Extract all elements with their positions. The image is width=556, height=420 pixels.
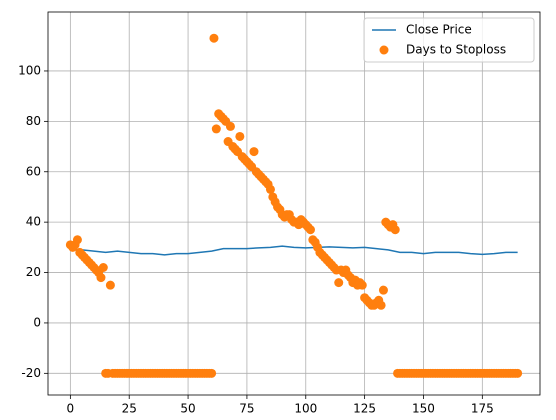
y-tick-label: 20 bbox=[26, 265, 41, 279]
x-tick-label: 125 bbox=[353, 402, 376, 416]
scatter-point bbox=[390, 225, 400, 235]
x-tick-label: 150 bbox=[412, 402, 435, 416]
legend-marker bbox=[379, 45, 389, 55]
scatter-point bbox=[265, 184, 275, 194]
scatter-point bbox=[249, 147, 259, 157]
y-tick-label: 40 bbox=[26, 215, 41, 229]
plot-frame bbox=[47, 11, 541, 396]
legend-label: Close Price bbox=[406, 23, 472, 37]
scatter-point bbox=[235, 131, 245, 141]
scatter-point bbox=[209, 33, 219, 43]
y-tick-label: 100 bbox=[18, 63, 41, 77]
y-tick-label: -20 bbox=[21, 366, 41, 380]
scatter-point bbox=[334, 278, 344, 288]
scatter-point bbox=[225, 121, 235, 131]
x-tick-label: 75 bbox=[239, 402, 254, 416]
price-line bbox=[70, 245, 518, 256]
scatter-point bbox=[207, 368, 217, 378]
scatter-point bbox=[96, 273, 106, 283]
x-tick-label: 25 bbox=[122, 402, 137, 416]
scatter-point bbox=[72, 235, 82, 245]
scatter-point bbox=[378, 285, 388, 295]
y-tick-label: 60 bbox=[26, 164, 41, 178]
x-tick-label: 175 bbox=[471, 402, 494, 416]
scatter-point bbox=[105, 280, 115, 290]
scatter-point bbox=[513, 368, 523, 378]
scatter-point bbox=[98, 263, 108, 273]
x-tick-label: 50 bbox=[180, 402, 195, 416]
y-tick-label: 0 bbox=[33, 315, 41, 329]
scatter-point bbox=[357, 280, 367, 290]
x-tick-label: 0 bbox=[67, 402, 75, 416]
legend-box bbox=[363, 17, 535, 63]
scatter-point bbox=[305, 225, 315, 235]
legend-label: Days to Stoploss bbox=[406, 43, 506, 57]
x-tick-label: 100 bbox=[294, 402, 317, 416]
scatter-point bbox=[376, 300, 386, 310]
scatter-point bbox=[211, 124, 221, 134]
y-tick-label: 80 bbox=[26, 114, 41, 128]
